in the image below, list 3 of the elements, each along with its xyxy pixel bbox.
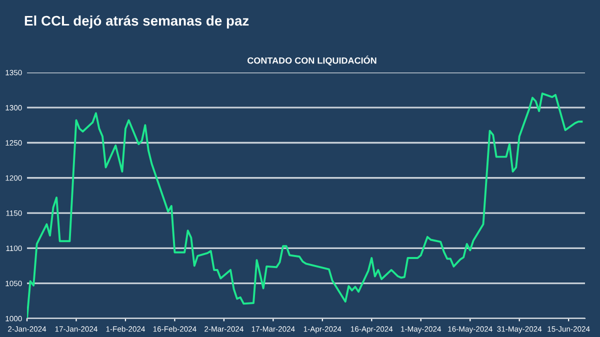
chart-title: El CCL dejó atrás semanas de paz: [24, 15, 249, 28]
line-series: [27, 92, 583, 318]
chart-subtitle: CONTADO CON LIQUIDACIÓN: [248, 56, 376, 66]
